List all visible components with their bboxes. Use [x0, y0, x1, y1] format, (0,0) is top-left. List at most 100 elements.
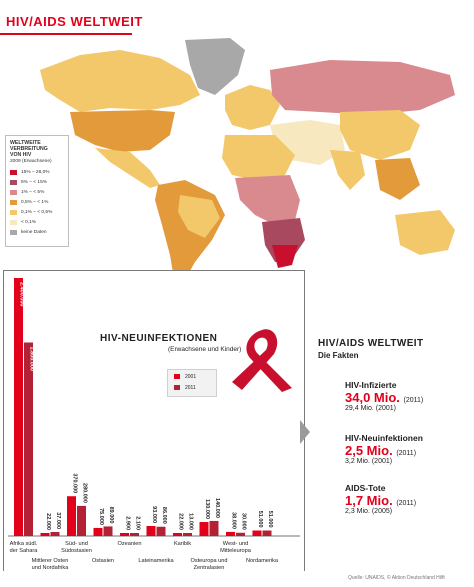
facts-subtitle: Die Fakten [318, 351, 359, 360]
category-label: Nordamerika [246, 558, 279, 564]
title-underline [0, 33, 132, 35]
bar-2001-7 [199, 522, 209, 536]
map-legend-label: keine Daten [21, 230, 47, 235]
map-legend-label: 5% – < 15% [21, 180, 48, 185]
aids-ribbon-icon [232, 329, 292, 392]
map-legend-label: 0,1% – < 0,5% [21, 210, 53, 215]
map-legend-swatch [10, 200, 17, 205]
map-europe [225, 85, 280, 130]
map-greenland [185, 38, 245, 95]
bar-2011-5 [156, 526, 166, 536]
map-legend-swatch [10, 230, 17, 235]
category-label: und Nordafrika [32, 565, 70, 571]
map-south-asia [330, 150, 365, 190]
bar-value-label: 86.000 [161, 507, 167, 524]
bar-value-label: 89.000 [108, 507, 114, 524]
bar-value-label: 2.900 [125, 516, 131, 530]
chart-title: HIV-NEUINFEKTIONEN [100, 333, 218, 344]
bar-2011-9 [262, 530, 272, 536]
fact-aids-deaths: AIDS-Tote 1,7 Mio. (2011) 2,3 Mio. (2005… [345, 483, 417, 515]
bar-value-label: 51.000 [257, 511, 263, 528]
map-usa [70, 110, 175, 152]
map-legend: WELTWEITE VERBREITUNG VON HIV 2009 (Erwa… [5, 135, 69, 247]
map-north-america-north [40, 50, 200, 112]
source-note: Quelle: UNAIDS, © Aktion Deutschland Hil… [348, 575, 445, 581]
bar-value-label: 38.000 [231, 512, 237, 529]
bar-2011-8 [236, 532, 245, 536]
map-legend-label: 15% – 28,0% [21, 170, 50, 175]
map-legend-swatch [10, 190, 17, 195]
bar-2011-1 [50, 532, 60, 536]
bar-value-label: 2.400.000 [19, 282, 25, 306]
bar-value-label: 13.000 [188, 513, 194, 530]
category-label: Karibik [174, 541, 191, 547]
fact-new-infections: HIV-Neuinfektionen 2,5 Mio. (2011) 3,2 M… [345, 433, 423, 465]
map-central-america [95, 148, 160, 188]
bar-value-label: 37.000 [55, 512, 61, 529]
map-australia [395, 210, 455, 255]
bar-value-label: 280.000 [82, 483, 88, 503]
bar-2011-7 [209, 520, 219, 536]
bar-value-label: 22.000 [45, 513, 51, 530]
bar-2011-0 [24, 342, 33, 536]
bar-2001-1 [40, 533, 50, 536]
bar-2001-0 [14, 278, 23, 536]
bar-value-label: 30.000 [241, 513, 247, 530]
category-label: Zentralasien [194, 565, 225, 571]
chart-legend-item-2011: 2011 [174, 385, 196, 391]
bar-value-label: 51.000 [267, 511, 273, 528]
category-label: Süd- und [65, 541, 88, 547]
panel-arrow [300, 420, 310, 444]
map-legend-label: 0,5% – < 1% [21, 200, 49, 205]
map-legend-swatch [10, 210, 17, 215]
category-label: der Sahara [10, 548, 39, 554]
bar-value-label: 2.100 [135, 516, 141, 530]
map-russia [270, 60, 455, 115]
bar-2011-6 [183, 533, 192, 536]
bar-2001-3 [93, 527, 103, 536]
bar-2001-8 [226, 531, 235, 536]
map-legend-label: < 0,1% [21, 220, 37, 225]
bar-value-label: 22.000 [178, 513, 184, 530]
category-label: Lateinamerika [138, 558, 174, 564]
bar-value-label: 93.000 [151, 506, 157, 523]
bar-value-label: 75.000 [98, 508, 104, 525]
map-africa-central [235, 175, 300, 225]
bar-value-label: 370.000 [72, 473, 78, 493]
bar-2001-4 [120, 533, 129, 536]
bar-2001-9 [252, 530, 262, 536]
category-label: West- und [223, 541, 248, 547]
category-label: Osteuropa und [190, 558, 227, 564]
bar-value-label: 1.800.000 [29, 347, 35, 371]
map-legend-label: 1% – < 5% [21, 190, 45, 195]
category-label: Südostasien [61, 548, 92, 554]
map-brazil [178, 195, 220, 238]
map-legend-title: WELTWEITE VERBREITUNG VON HIV [10, 140, 48, 158]
facts-panel: HIV/AIDS WELTWEIT Die Fakten HIV-Infizie… [310, 330, 470, 575]
bar-2011-4 [130, 533, 139, 536]
map-legend-swatch [10, 220, 17, 225]
category-label: Mitteleuropa [220, 548, 252, 554]
map-southeast-asia [375, 158, 420, 200]
fact-infected: HIV-Infizierte 34,0 Mio. (2011) 29,4 Mio… [345, 380, 424, 412]
bar-value-label: 130.000 [204, 499, 210, 519]
chart-legend: 2001 2011 [167, 369, 217, 397]
chart-subtitle: (Erwachsene und Kinder) [168, 346, 242, 353]
bar-2011-3 [103, 526, 113, 536]
bar-2001-6 [173, 533, 182, 536]
category-label: Ostasien [92, 558, 114, 564]
map-china [340, 110, 420, 160]
map-legend-swatch [10, 170, 17, 175]
map-africa-north [222, 135, 295, 180]
bar-2011-2 [77, 505, 86, 536]
bar-2001-2 [67, 496, 76, 536]
category-label: Mittlerer Osten [32, 558, 69, 564]
world-map [0, 35, 474, 290]
map-legend-swatch [10, 180, 17, 185]
bar-value-label: 140.000 [214, 498, 220, 518]
chart-legend-item-2001: 2001 [174, 374, 196, 380]
chart-panel [3, 270, 305, 571]
category-label: Afrika südl. [10, 541, 38, 547]
page-title: HIV/AIDS WELTWEIT [6, 14, 143, 29]
